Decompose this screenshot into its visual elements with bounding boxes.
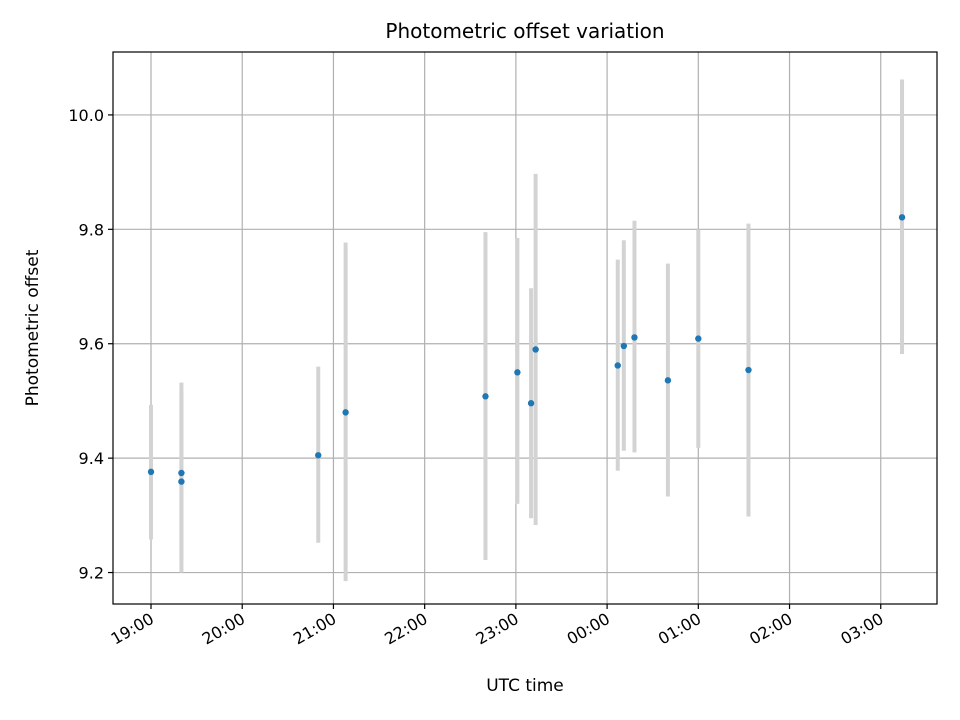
y-tick-label: 9.6 [79, 335, 104, 354]
data-points [147, 214, 906, 485]
data-point [532, 346, 539, 353]
data-point [527, 400, 535, 407]
data-point [664, 377, 672, 384]
data-point [898, 214, 906, 221]
x-axis-label: UTC time [486, 676, 564, 696]
data-point [695, 335, 702, 342]
y-axis-label: Photometric offset [23, 249, 43, 406]
data-point [514, 369, 521, 376]
y-tick-label: 9.4 [79, 449, 104, 468]
chart-title: Photometric offset variation [385, 19, 664, 43]
y-tick-label: 10.0 [68, 106, 104, 125]
data-point [315, 452, 322, 459]
data-point [631, 334, 638, 341]
data-point [614, 362, 621, 369]
data-point [147, 468, 155, 476]
data-point [482, 393, 489, 400]
data-point [745, 366, 752, 374]
data-point [178, 478, 185, 485]
y-axis-ticks: 9.2 9.4 9.6 9.8 10.0 [68, 106, 113, 583]
y-tick-label: 9.8 [79, 220, 104, 239]
data-point [342, 409, 349, 416]
data-point [178, 469, 185, 477]
y-tick-label: 9.2 [79, 564, 104, 583]
data-point [620, 342, 628, 350]
plot-frame [112, 51, 938, 605]
grid [113, 52, 937, 604]
